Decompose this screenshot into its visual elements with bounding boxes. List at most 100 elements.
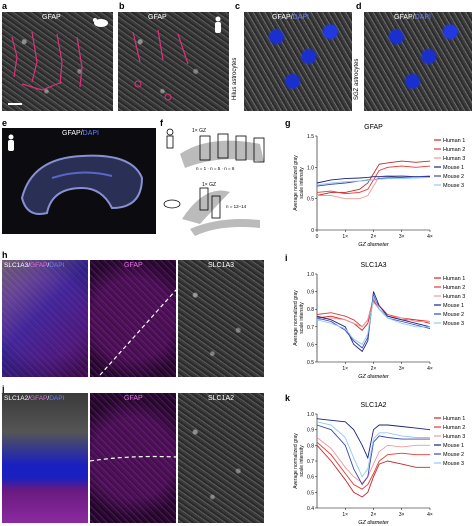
micrograph-h-right-label: SLC1A3: [208, 262, 235, 269]
y-axis-label: Average normalized grayscale intensity: [293, 155, 305, 211]
dentate-gyrus-outline: [20, 154, 144, 215]
x-tick-label: 3×: [399, 512, 405, 518]
human-icon: [8, 134, 14, 151]
sgz-side-label: SGZ astrocytes: [354, 58, 360, 100]
x-tick-label: 4×: [427, 366, 433, 372]
panel-letter-i: i: [285, 253, 288, 263]
panel-letter-a: a: [2, 1, 8, 11]
legend-label: Human 2: [443, 147, 465, 153]
micrograph-e-label: GFAP/DAPI: [62, 130, 99, 137]
panel-letter-d: d: [356, 1, 362, 11]
series-line: [316, 175, 431, 187]
series-line: [316, 421, 430, 478]
panel-letter-j: j: [2, 384, 5, 394]
series-line: [316, 418, 431, 460]
micrograph-b: GFAP: [118, 12, 229, 111]
mouse-icon: [93, 18, 108, 27]
human-icon: [166, 128, 174, 149]
panel-letter-k: k: [285, 393, 291, 403]
roi-box: [199, 187, 209, 211]
micrograph-j-mid-label: GFAP: [124, 395, 143, 402]
series-line: [316, 424, 430, 486]
micrograph-j-merge: SLC1A2/GFAP/DAPI: [2, 393, 88, 523]
y-tick-label: 0.8: [307, 307, 314, 313]
legend-label: Mouse 2: [443, 174, 464, 180]
x-tick-label: 1×: [342, 512, 348, 518]
micrograph-a: GFAP: [2, 12, 113, 111]
legend-label: Human 3: [443, 434, 465, 440]
micrograph-h-gfap: GFAP: [90, 260, 176, 377]
series-line: [317, 175, 430, 200]
chart-title: SLC1A2: [360, 402, 386, 409]
human-gz-band: [180, 140, 264, 168]
y-tick-label: 0.6: [307, 475, 314, 481]
roi-box: [217, 133, 229, 159]
micrograph-h-label: SLC1A3/GFAP/DAPI: [4, 262, 65, 269]
panel-letter-g: g: [285, 118, 291, 128]
micrograph-j-label: SLC1A2/GFAP/DAPI: [4, 395, 65, 402]
legend-label: Mouse 3: [443, 321, 464, 327]
legend-label: Mouse 2: [443, 452, 464, 458]
panel-letter-e: e: [2, 118, 8, 128]
y-axis-label: Average normalized grayscale intensity: [293, 290, 305, 346]
panel-letter-f: f: [160, 118, 163, 128]
y-tick-label: 0.8: [307, 443, 314, 449]
astrocyte-traces-b: [132, 29, 189, 101]
y-tick-label: 1.5: [307, 134, 314, 140]
legend-label: Human 1: [443, 138, 465, 144]
roi-box: [199, 135, 211, 161]
legend-label: Human 1: [443, 416, 465, 422]
y-tick-label: 0.5: [307, 197, 314, 203]
micrograph-d-label: GFAP/DAPI: [394, 14, 431, 21]
micrograph-c: GFAP/DAPI: [244, 12, 352, 111]
micrograph-j-gfap: GFAP: [90, 393, 176, 523]
chart-title: SLC1A3: [360, 262, 386, 269]
micrograph-j-slc1a2: SLC1A2: [178, 393, 264, 523]
legend-label: Human 2: [443, 425, 465, 431]
series-line: [316, 301, 430, 328]
mouse-gz-band-lower: [190, 219, 260, 236]
panel-letter-c: c: [235, 1, 241, 11]
chart-k: SLC1A2 0.4 0.5 0.6 0.7 0.8 0.9 1.0 1× 2× 3× 4× GZ di…: [293, 402, 465, 526]
legend-label: Mouse 3: [443, 183, 464, 189]
legend-label: Mouse 2: [443, 312, 464, 318]
x-tick-label: 2×: [371, 234, 377, 240]
legend-label: Human 3: [443, 156, 465, 162]
x-axis-label: GZ diameter: [358, 374, 390, 380]
gz-top-label: 1× GZ: [192, 128, 206, 134]
x-tick-label: 2×: [371, 366, 377, 372]
mouse-icon: [163, 199, 181, 209]
x-axis-label: GZ diameter: [358, 242, 390, 248]
human-icon: [215, 16, 221, 33]
x-tick-label: 4×: [427, 512, 433, 518]
roi-box: [253, 137, 265, 163]
astrocyte-traces-a: [11, 31, 83, 91]
x-tick-label: 1×: [342, 234, 348, 240]
y-tick-label: 0.6: [307, 342, 314, 348]
gz-boundary-line: [99, 289, 176, 376]
micrograph-a-label: GFAP: [42, 14, 61, 21]
panel-letter-h: h: [2, 250, 8, 260]
y-tick-label: 0.7: [307, 325, 314, 331]
legend-label: Mouse 1: [443, 443, 464, 449]
micrograph-c-label: GFAP/DAPI: [272, 14, 309, 21]
y-tick-label: 0.9: [307, 290, 314, 296]
y-axis-label: Average normalized grayscale intensity: [293, 433, 305, 489]
panel-letter-b: b: [119, 1, 125, 11]
n-human-label: n = 1 · n = 5 · n = 6: [196, 166, 235, 171]
micrograph-b-label: GFAP: [148, 14, 167, 21]
legend-label: Human 1: [443, 276, 465, 282]
micrograph-h-mid-label: GFAP: [124, 262, 143, 269]
series-line: [316, 175, 430, 184]
mouse-gz-band: [182, 190, 230, 224]
y-tick-label: 0.4: [307, 506, 314, 512]
schematic-f: 1× GZ n = 1 · n = 5 · n = 6 1× GZ n = 12…: [163, 128, 265, 236]
micrograph-h-merge: SLC1A3/GFAP/DAPI: [2, 260, 88, 377]
micrograph-d: GFAP/DAPI: [364, 12, 472, 111]
x-tick-label: 3×: [399, 366, 405, 372]
legend-label: Mouse 1: [443, 165, 464, 171]
y-tick-label: 0.5: [307, 490, 314, 496]
x-axis-label: GZ diameter: [358, 520, 390, 526]
y-tick-label: 1.0: [307, 165, 314, 171]
micrograph-h-slc1a3: SLC1A3: [178, 260, 264, 377]
